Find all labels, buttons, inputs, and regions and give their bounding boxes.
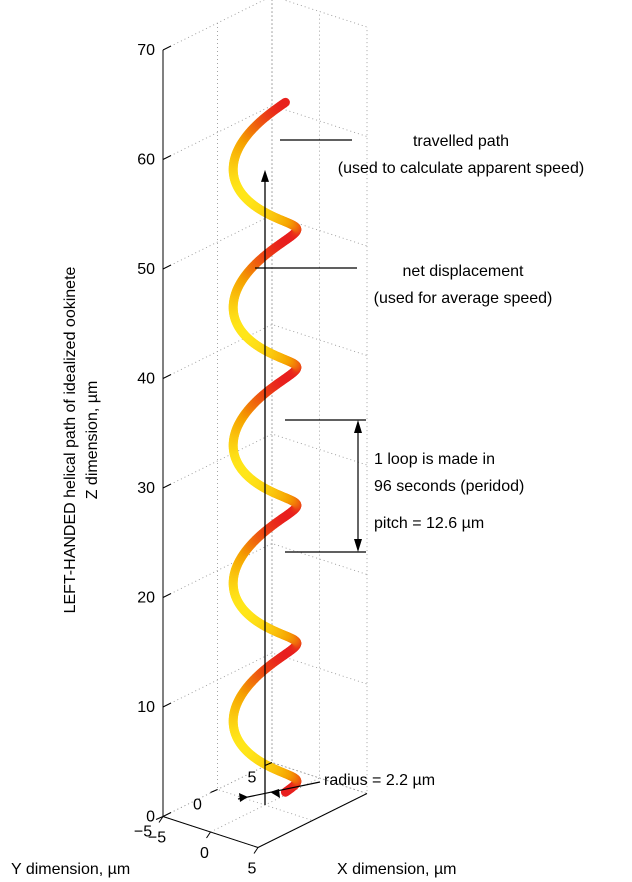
radius-label: radius = 2.2 µm xyxy=(324,772,435,789)
x-tick-labels: −5 0 5 xyxy=(148,816,259,878)
z-tick-mark xyxy=(162,264,172,270)
y-axis-line xyxy=(257,793,368,848)
z-axis-label-unit: Z dimension, µm xyxy=(84,381,101,500)
x-tick-mark xyxy=(253,847,259,854)
z-gridline xyxy=(162,214,368,270)
loop-period-note: 96 seconds (peridod) xyxy=(374,478,524,495)
z-tick-mark xyxy=(162,483,172,489)
z-tick-label: 50 xyxy=(137,261,155,278)
z-gridline xyxy=(162,652,368,708)
net-displacement-label: net displacement xyxy=(403,263,525,280)
y-gridline xyxy=(162,50,259,848)
travelled-path-annotation: travelled path (used to calculate appare… xyxy=(280,133,584,177)
x-tick-label: 0 xyxy=(200,845,209,862)
z-tick-label: 0 xyxy=(146,809,155,826)
y-tick-label: 5 xyxy=(248,770,257,787)
y-tick-labels: −505 xyxy=(134,762,273,841)
net-displacement-annotation: net displacement (used for average speed… xyxy=(255,263,552,307)
y-tick-label: 0 xyxy=(193,797,202,814)
helix-segment xyxy=(279,97,290,108)
x-gridline xyxy=(210,11,320,833)
z-tick-label: 40 xyxy=(137,371,155,388)
z-tick-mark xyxy=(162,155,172,160)
z-tick-mark xyxy=(162,374,172,379)
z-tick-mark xyxy=(162,45,172,51)
z-tick-labels: 0 10 20 30 40 50 60 70 xyxy=(137,42,172,826)
net-displacement-arrowhead xyxy=(261,169,269,182)
x-tick-label: 5 xyxy=(248,861,257,878)
z-tick-label: 10 xyxy=(137,699,155,716)
y-tick-label: −5 xyxy=(134,824,152,841)
z-tick-label: 30 xyxy=(137,480,155,497)
net-displacement-arrow xyxy=(261,169,269,805)
z-gridline xyxy=(162,105,368,160)
x-tick-mark xyxy=(158,816,164,823)
z-gridline xyxy=(162,433,368,489)
x-gridline xyxy=(257,27,368,848)
z-tick-mark xyxy=(162,593,172,598)
z-tick-label: 70 xyxy=(137,42,155,59)
x-tick-mark xyxy=(206,831,211,839)
z-gridline xyxy=(162,543,368,598)
y-tick-mark xyxy=(264,762,273,766)
z-tick-label: 60 xyxy=(137,152,155,169)
y-axis-label: Y dimension, µm xyxy=(11,861,130,878)
pitch-annotation: 1 loop is made in 96 seconds (peridod) p… xyxy=(285,419,524,553)
y-tick-mark xyxy=(210,789,218,793)
z-tick-mark xyxy=(162,702,172,708)
travelled-path-note: (used to calculate apparent speed) xyxy=(338,160,584,177)
x-tick-label: −5 xyxy=(148,830,166,847)
z-gridline xyxy=(162,324,368,379)
x-axis-label: X dimension, µm xyxy=(337,861,456,878)
z-tick-mark xyxy=(162,812,172,817)
z-tick-label: 20 xyxy=(137,590,155,607)
loop-period-label: 1 loop is made in xyxy=(374,451,495,468)
y-tick-mark xyxy=(155,816,164,820)
pitch-label: pitch = 12.6 µm xyxy=(374,515,484,532)
radius-annotation: radius = 2.2 µm xyxy=(237,772,435,802)
travelled-path-label: travelled path xyxy=(413,133,509,150)
z-axis-label: LEFT-HANDED helical path of idealized oo… xyxy=(62,266,79,613)
z-gridline xyxy=(162,0,368,51)
net-displacement-note: (used for average speed) xyxy=(374,290,553,307)
